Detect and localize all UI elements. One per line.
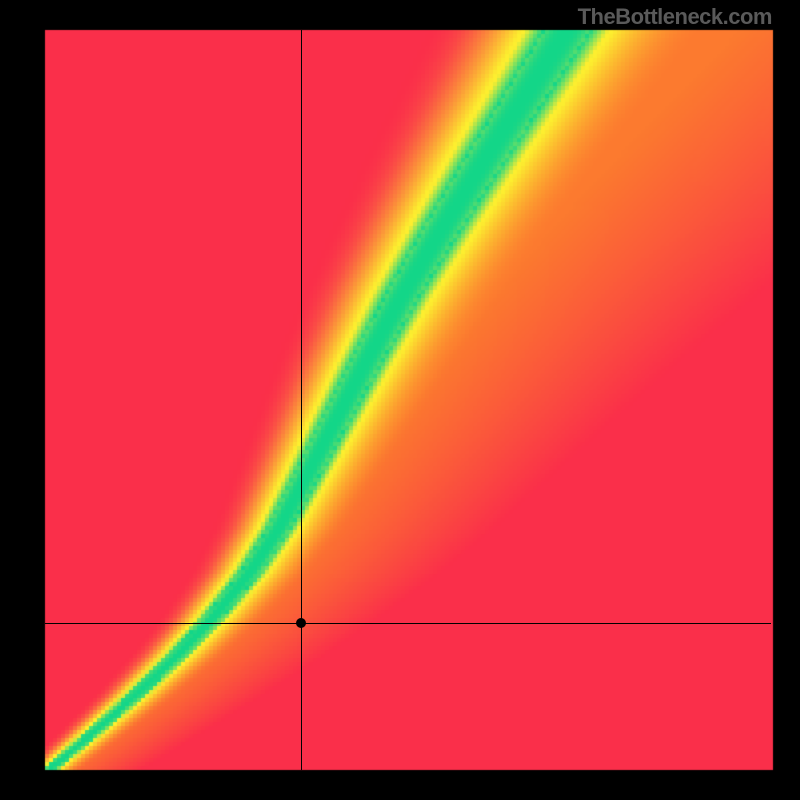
crosshair-vertical [301, 30, 302, 770]
chart-container: TheBottleneck.com [0, 0, 800, 800]
watermark-text: TheBottleneck.com [578, 4, 772, 30]
crosshair-horizontal [45, 623, 771, 624]
heatmap-canvas [0, 0, 800, 800]
